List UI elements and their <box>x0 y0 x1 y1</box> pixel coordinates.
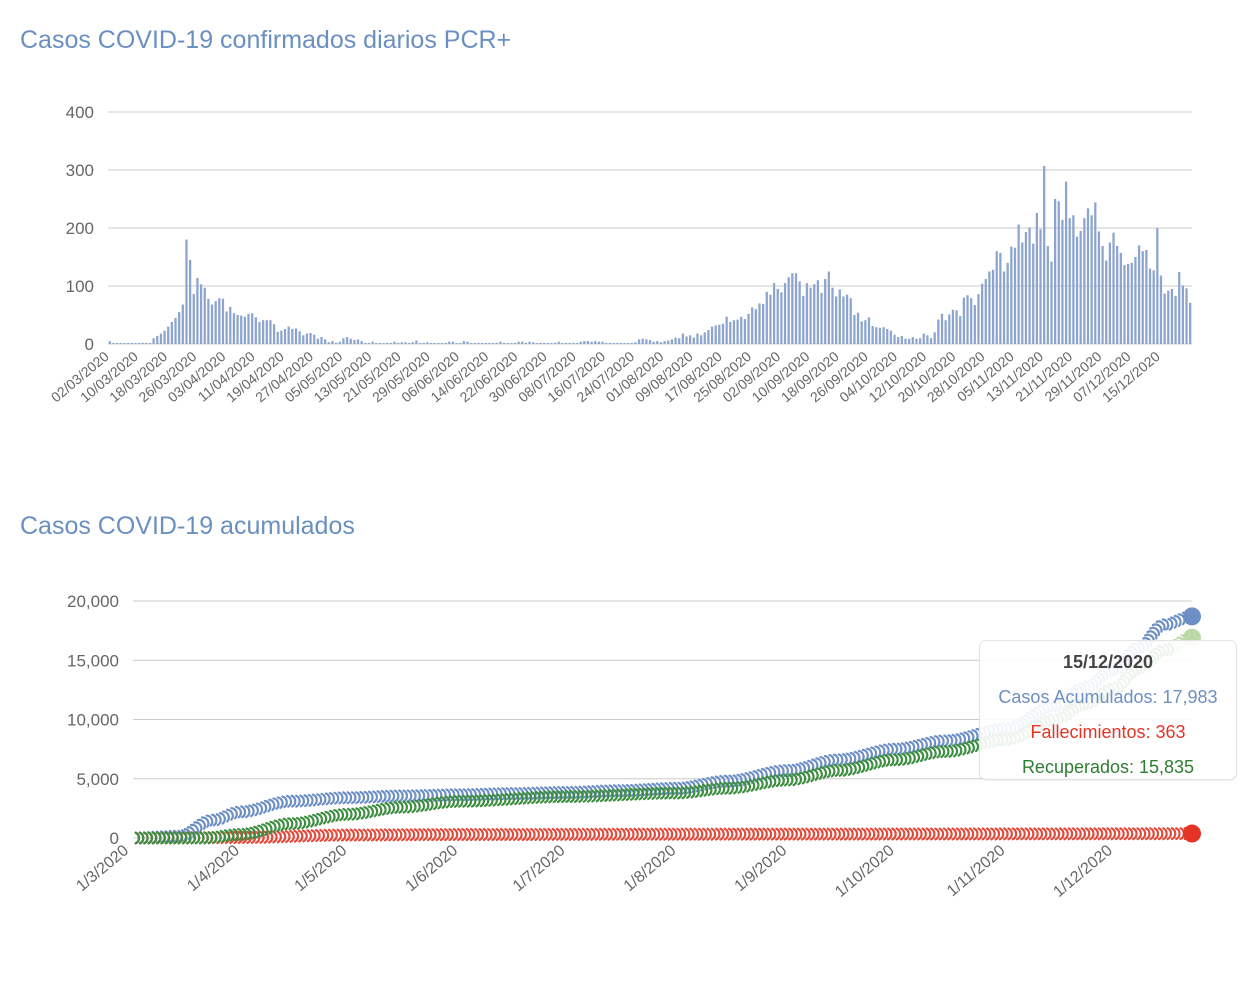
svg-text:1/6/2020: 1/6/2020 <box>403 842 462 895</box>
svg-text:1/8/2020: 1/8/2020 <box>621 842 680 895</box>
svg-text:20,000: 20,000 <box>67 592 119 611</box>
svg-text:1/5/2020: 1/5/2020 <box>292 842 351 895</box>
svg-text:1/9/2020: 1/9/2020 <box>732 842 791 895</box>
svg-text:1/11/2020: 1/11/2020 <box>944 842 1009 900</box>
svg-text:1/3/2020: 1/3/2020 <box>73 842 132 895</box>
svg-text:10,000: 10,000 <box>67 711 119 730</box>
svg-text:5,000: 5,000 <box>76 770 119 789</box>
svg-text:1/4/2020: 1/4/2020 <box>184 842 243 895</box>
svg-text:1/10/2020: 1/10/2020 <box>832 842 898 901</box>
svg-text:1/7/2020: 1/7/2020 <box>510 842 569 895</box>
svg-text:1/12/2020: 1/12/2020 <box>1050 842 1116 901</box>
svg-text:15,000: 15,000 <box>67 651 119 670</box>
